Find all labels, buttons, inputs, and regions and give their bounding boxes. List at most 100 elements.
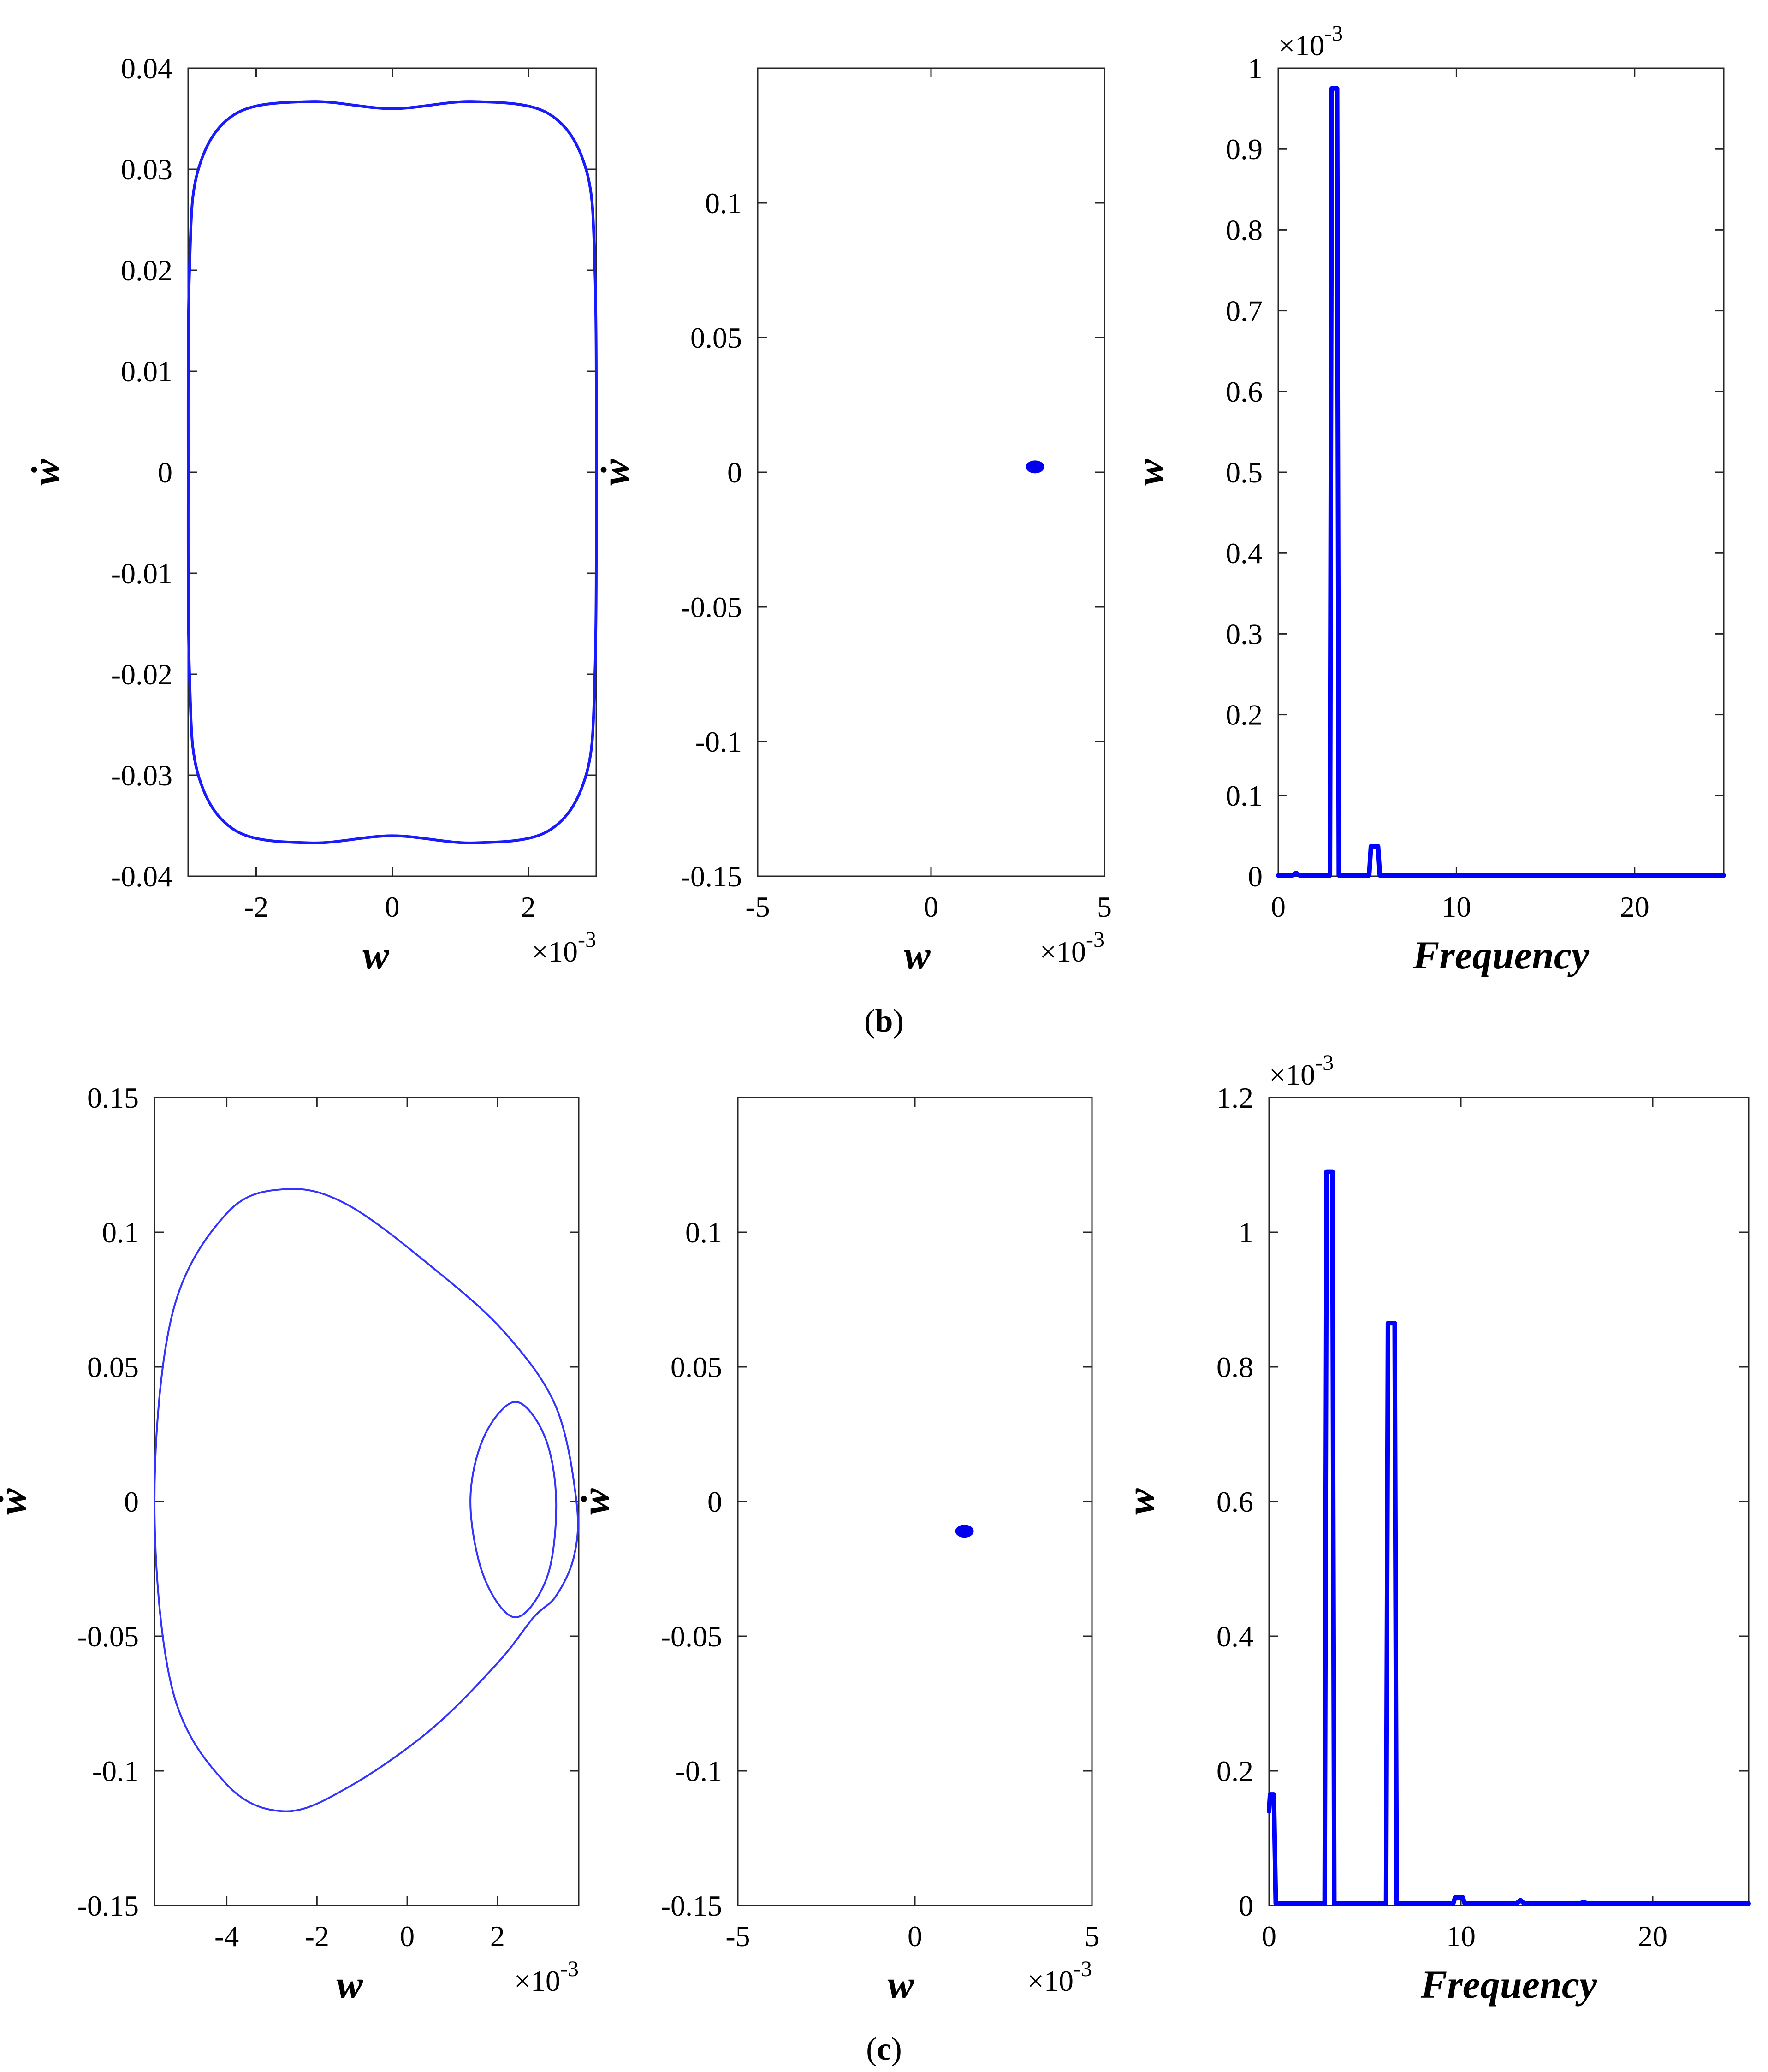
data-point-c2-0 <box>955 1525 974 1538</box>
x-tick-label-b2: 5 <box>1097 891 1112 923</box>
y-tick-label-c3: 0.2 <box>1216 1755 1253 1787</box>
y-multiplier-b3: ×10-3 <box>1278 21 1343 62</box>
y-tick-label-c1: -0.05 <box>77 1620 139 1653</box>
y-tick-label-b2: -0.1 <box>695 725 742 758</box>
y-tick-label-c1: 0.1 <box>102 1216 139 1249</box>
y-tick-label-b3: 0.4 <box>1226 537 1263 570</box>
y-tick-label-b3: 0.2 <box>1226 699 1263 731</box>
x-tick-label-c2: 5 <box>1085 1920 1099 1953</box>
x-tick-label-b2: -5 <box>745 891 770 923</box>
y-tick-label-b1: 0.03 <box>121 153 172 186</box>
x-axis-label-c2: w <box>888 1962 914 2007</box>
x-multiplier-b1: ×10-3 <box>532 927 596 968</box>
y-axis-label-c2: ẇ <box>573 1488 617 1515</box>
y-tick-label-c3: 0.4 <box>1216 1620 1253 1653</box>
y-tick-label-c2: 0.1 <box>685 1216 722 1249</box>
series-line-b3-0 <box>1276 86 1726 878</box>
y-axis-label-b3: w <box>1127 459 1172 486</box>
y-tick-label-c3: 0.8 <box>1216 1351 1253 1383</box>
y-tick-label-c2: 0.05 <box>670 1351 722 1383</box>
y-tick-label-b1: -0.02 <box>111 658 172 691</box>
y-axis-label-c1: ẇ <box>0 1488 34 1515</box>
x-axis-label-b1: w <box>362 933 389 977</box>
y-tick-label-b2: -0.05 <box>681 591 742 623</box>
x-tick-label-c3: 20 <box>1638 1920 1667 1953</box>
y-tick-label-b3: 0.6 <box>1226 375 1263 408</box>
data-point-b2-0 <box>1026 460 1044 474</box>
y-tick-label-b3: 0.7 <box>1226 295 1263 327</box>
x-tick-label-c1: 2 <box>490 1920 505 1953</box>
y-tick-label-b1: -0.04 <box>111 860 172 893</box>
caption-c: (c) <box>866 2031 902 2067</box>
x-tick-label-b3: 20 <box>1620 891 1649 923</box>
axes-frame-c2 <box>737 1097 1093 1906</box>
x-tick-label-b2: 0 <box>924 891 938 923</box>
y-tick-label-b2: 0.1 <box>705 187 742 220</box>
axes-frame-c3 <box>1268 1097 1750 1906</box>
y-tick-label-b3: 0 <box>1248 860 1263 893</box>
series-line-c1-0 <box>154 1188 579 1812</box>
caption-b: (b) <box>864 1003 904 1039</box>
x-tick-label-c3: 0 <box>1262 1920 1276 1953</box>
y-tick-label-b1: -0.01 <box>111 557 172 590</box>
x-multiplier-c1: ×10-3 <box>514 1957 579 1997</box>
x-axis-label-b3: Frequency <box>1412 933 1590 977</box>
x-multiplier-b2: ×10-3 <box>1040 927 1104 968</box>
y-tick-label-c2: -0.05 <box>661 1620 722 1653</box>
axes-frame-b2 <box>757 67 1105 877</box>
x-tick-label-c2: -5 <box>725 1920 750 1953</box>
y-tick-label-c3: 0 <box>1239 1889 1253 1922</box>
y-tick-label-b1: 0.04 <box>121 52 172 85</box>
y-tick-label-b3: 0.3 <box>1226 617 1263 650</box>
y-axis-label-c3: w <box>1118 1488 1163 1515</box>
x-tick-label-b3: 0 <box>1271 891 1286 923</box>
y-tick-label-b1: 0.02 <box>121 254 172 287</box>
y-tick-label-b3: 0.9 <box>1226 133 1263 166</box>
y-tick-label-b1: 0 <box>158 456 172 489</box>
y-tick-label-c2: 0 <box>707 1485 722 1518</box>
y-tick-label-b1: 0.01 <box>121 355 172 388</box>
y-tick-label-c3: 0.6 <box>1216 1485 1253 1518</box>
x-multiplier-c2: ×10-3 <box>1027 1957 1092 1997</box>
y-tick-label-b3: 1 <box>1248 52 1263 85</box>
y-tick-label-c1: 0.05 <box>87 1351 139 1383</box>
axes-frame-c1 <box>154 1097 580 1906</box>
y-tick-label-b2: -0.15 <box>681 860 742 893</box>
y-tick-label-b3: 0.8 <box>1226 214 1263 246</box>
caption-b-letter: b <box>875 1003 893 1039</box>
x-axis-label-c1: w <box>337 1962 363 2007</box>
y-tick-label-b2: 0.05 <box>690 321 742 354</box>
x-tick-label-c2: 0 <box>908 1920 922 1953</box>
y-tick-label-b1: -0.03 <box>111 759 172 792</box>
y-tick-label-c3: 1 <box>1239 1216 1253 1249</box>
y-axis-label-b2: ẇ <box>593 459 637 486</box>
x-multiplier-c1-exponent: -3 <box>560 1957 579 1981</box>
y-tick-label-b3: 0.1 <box>1226 779 1263 812</box>
axes-frame-b3 <box>1277 67 1725 877</box>
y-tick-label-c2: -0.1 <box>676 1755 722 1787</box>
x-tick-label-c3: 10 <box>1446 1920 1476 1953</box>
x-tick-label-c1: -2 <box>305 1920 329 1953</box>
x-tick-label-b3: 10 <box>1442 891 1471 923</box>
y-tick-label-c3: 1.2 <box>1216 1081 1253 1114</box>
caption-c-letter: c <box>877 2031 891 2067</box>
y-multiplier-c3-exponent: -3 <box>1315 1051 1334 1075</box>
series-line-c3-0 <box>1267 1169 1751 1906</box>
series-line-b1-0 <box>186 100 598 844</box>
series-line-c1-1 <box>469 1401 558 1619</box>
y-multiplier-b3-exponent: -3 <box>1324 21 1343 46</box>
y-tick-label-c1: 0 <box>124 1485 139 1518</box>
x-multiplier-b1-exponent: -3 <box>578 927 596 952</box>
axes-frame-b1 <box>187 67 597 877</box>
y-tick-label-b3: 0.5 <box>1226 456 1263 489</box>
y-axis-label-b1: ẇ <box>24 459 68 486</box>
x-axis-label-c3: Frequency <box>1420 1962 1597 2007</box>
x-tick-label-b1: 0 <box>385 891 400 923</box>
y-tick-label-b2: 0 <box>727 456 742 489</box>
x-tick-label-c1: 0 <box>400 1920 415 1953</box>
x-tick-label-b1: -2 <box>244 891 268 923</box>
x-multiplier-b2-exponent: -3 <box>1086 927 1104 952</box>
y-tick-label-c1: -0.15 <box>77 1889 139 1922</box>
x-tick-label-b1: 2 <box>521 891 536 923</box>
